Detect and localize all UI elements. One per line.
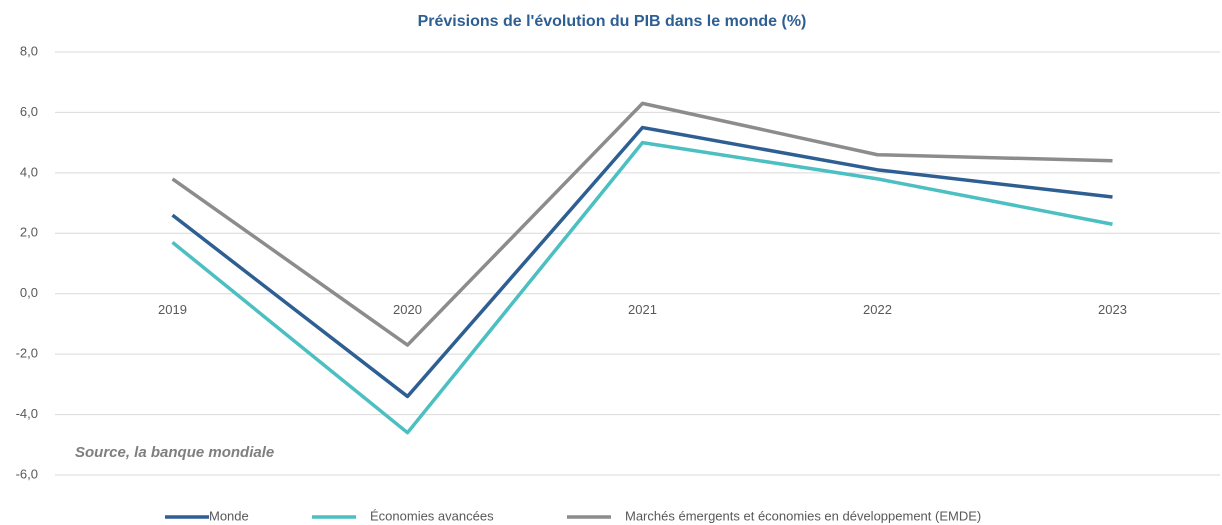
y-tick-label: 8,0 <box>20 43 38 58</box>
chart-title: Prévisions de l'évolution du PIB dans le… <box>418 13 807 30</box>
y-tick-label: -6,0 <box>16 466 38 481</box>
x-tick-label: 2019 <box>158 302 187 317</box>
y-tick-label: -2,0 <box>16 346 38 361</box>
x-tick-label: 2021 <box>628 302 657 317</box>
legend-label: Monde <box>209 508 249 523</box>
x-tick-label: 2022 <box>863 302 892 317</box>
legend-label: Économies avancées <box>370 508 494 523</box>
y-tick-label: 0,0 <box>20 285 38 300</box>
y-tick-label: 6,0 <box>20 104 38 119</box>
series-line <box>171 140 1113 435</box>
legend-label: Marchés émergents et économies en dévelo… <box>625 508 981 523</box>
x-tick-label: 2023 <box>1098 302 1127 317</box>
x-tick-label: 2020 <box>393 302 422 317</box>
series-line <box>171 125 1113 399</box>
y-tick-label: -4,0 <box>16 406 38 421</box>
annotation: Source, la banque mondiale <box>75 444 274 461</box>
series-line <box>171 101 1113 347</box>
y-tick-label: 2,0 <box>20 225 38 240</box>
y-tick-label: 4,0 <box>20 164 38 179</box>
